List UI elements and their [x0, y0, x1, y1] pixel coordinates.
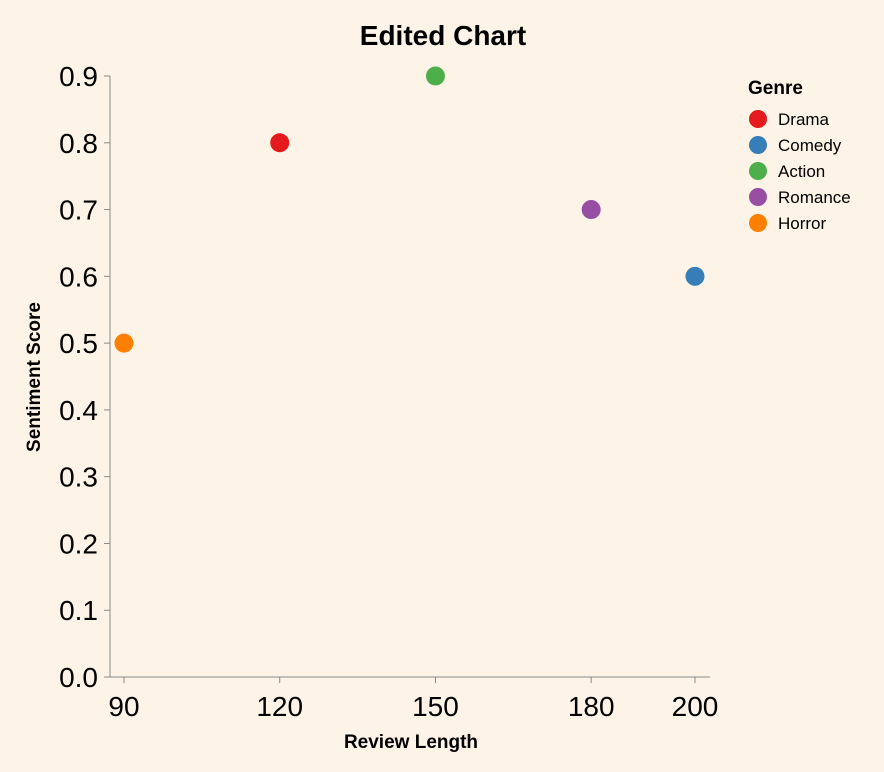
- y-tick-label: 0.2: [59, 528, 98, 559]
- point-drama[interactable]: [270, 133, 290, 153]
- point-romance[interactable]: [581, 200, 601, 220]
- data-points: [114, 66, 705, 353]
- legend-label-action: Action: [778, 162, 825, 181]
- legend-label-horror: Horror: [778, 214, 827, 233]
- x-tick-label: 200: [672, 691, 719, 722]
- y-tick-label: 0.9: [59, 61, 98, 92]
- chart-title: Edited Chart: [360, 20, 526, 51]
- y-tick-label: 0.1: [59, 595, 98, 626]
- y-tick-label: 0.8: [59, 128, 98, 159]
- y-tick-label: 0.5: [59, 328, 98, 359]
- x-tick-label: 180: [568, 691, 615, 722]
- y-axis-title: Sentiment Score: [24, 302, 45, 452]
- legend-swatch-drama: [749, 110, 767, 128]
- x-tick-label: 120: [256, 691, 303, 722]
- legend-swatch-horror: [749, 214, 767, 232]
- legend: Genre Drama Comedy Action Romance Horror: [748, 78, 851, 233]
- y-tick-label: 0.7: [59, 195, 98, 226]
- legend-swatch-romance: [749, 188, 767, 206]
- legend-swatch-comedy: [749, 136, 767, 154]
- legend-label-comedy: Comedy: [778, 136, 842, 155]
- x-axis: 90 120 150 180 200: [108, 676, 719, 722]
- y-tick-label: 0.4: [59, 395, 98, 426]
- point-comedy[interactable]: [685, 266, 705, 286]
- legend-label-drama: Drama: [778, 110, 830, 129]
- legend-swatch-action: [749, 162, 767, 180]
- x-tick-label: 90: [108, 691, 139, 722]
- x-axis-title: Review Length: [344, 732, 478, 753]
- point-horror[interactable]: [114, 333, 134, 353]
- legend-title: Genre: [748, 78, 803, 99]
- y-tick-label: 0.0: [59, 662, 98, 693]
- point-action[interactable]: [425, 66, 445, 86]
- legend-label-romance: Romance: [778, 188, 851, 207]
- x-tick-label: 150: [412, 691, 459, 722]
- y-axis: 0.0 0.1 0.2 0.3 0.4 0.5 0.6 0.7 0.8 0.9: [59, 61, 111, 693]
- y-tick-label: 0.3: [59, 462, 98, 493]
- y-tick-label: 0.6: [59, 261, 98, 292]
